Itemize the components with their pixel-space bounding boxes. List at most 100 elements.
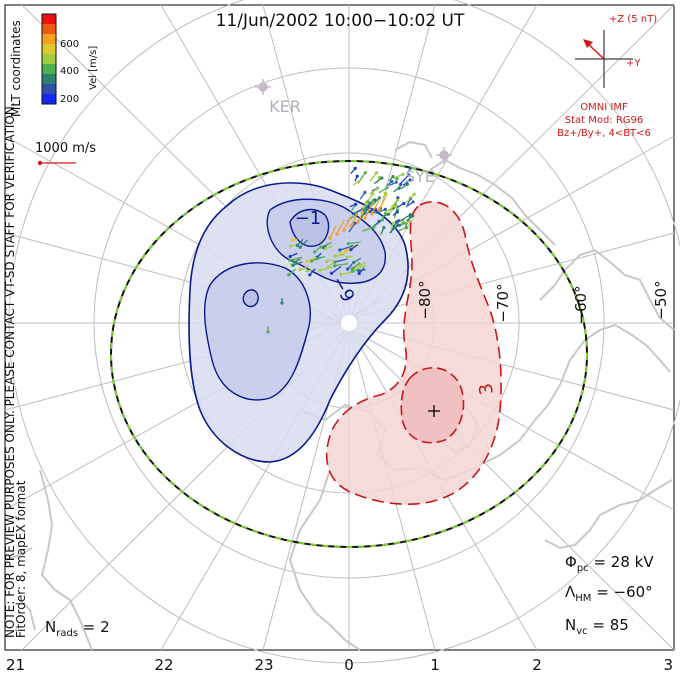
velocity-vector-origin [393, 204, 397, 208]
velocity-vector-origin [365, 206, 369, 211]
positive-cell: 3 [325, 201, 502, 505]
velocity-vector-origin [395, 176, 399, 181]
velocity-vector-origin [308, 273, 312, 277]
stat-n-rads: Nrads = 2 [45, 618, 110, 639]
velocity-vector [399, 174, 410, 185]
velocity-vector [334, 258, 348, 263]
velocity-vector-origin [350, 269, 354, 274]
stat-n-vc: Nvc = 85 [565, 616, 629, 637]
velocity-vector-origin [310, 259, 314, 263]
velocity-vector-origin [351, 266, 355, 271]
velocity-vector [335, 253, 345, 258]
velocity-vector-origin [402, 201, 406, 206]
velocity-vector-origin [412, 192, 416, 196]
velocity-vector-origin [353, 221, 357, 225]
radar-sye: SYE [405, 147, 452, 186]
velocity-vector [292, 261, 303, 267]
velocity-vector [348, 241, 361, 245]
velocity-vector-origin [377, 208, 381, 212]
velocity-vector-origin [385, 186, 389, 190]
velocity-vector-origin [370, 212, 374, 216]
coast-south-islands [544, 479, 673, 549]
velocity-vector [364, 202, 374, 219]
velocity-vector-origin [346, 242, 350, 246]
velocity-vector [393, 173, 404, 179]
imf-title: OMNI IMF [580, 102, 628, 113]
velocity-vector-origin [364, 201, 368, 205]
radar-ker-label: KER [269, 97, 301, 116]
velocity-vector-origin [377, 219, 381, 223]
radar-sye-marker [436, 147, 452, 163]
velocity-vector [350, 212, 359, 227]
velocity-scale: 1000 m/s [35, 141, 96, 166]
velocity-vector-origin [374, 171, 379, 175]
velocity-scale-label: 1000 m/s [35, 141, 96, 156]
stat-lambda-hm: ΛHM = −60° [565, 583, 653, 604]
velocity-vector-origin [396, 198, 400, 202]
lat-label-50: −50° [652, 280, 670, 319]
velocity-vector-origin [335, 232, 339, 236]
colorbar-frame [41, 13, 57, 105]
contour-label-pos-3: 3 [475, 381, 498, 396]
imf-vector [586, 42, 605, 60]
velocity-vector-origin [338, 251, 343, 256]
velocity-vector-origin [380, 176, 384, 180]
velocity-vector [357, 210, 365, 223]
velocity-vector-origin [408, 178, 412, 182]
velocity-vector-origin [353, 202, 358, 206]
velocity-vector-origin [408, 213, 413, 217]
velocity-vector-origin [287, 273, 291, 277]
hmb-green [110, 160, 588, 548]
velocity-vector [336, 219, 345, 235]
map-title: 11/Jun/2002 10:00−10:02 UT [216, 11, 465, 31]
radar-ker-marker [255, 79, 271, 95]
colorbar-tick-600: 600 [60, 39, 79, 50]
velocity-vector-origin [318, 268, 322, 272]
velocity-vector-origin [312, 250, 317, 254]
positive-cell-outer [325, 201, 502, 505]
velocity-vector-origin [408, 219, 412, 223]
velocity-vector-origin [386, 212, 391, 216]
velocity-vector-origin [323, 246, 328, 251]
negative-cell-inner-1 [204, 262, 311, 401]
velocity-vector [404, 193, 415, 204]
pole-marker [341, 315, 357, 331]
coast-north [394, 141, 433, 159]
velocity-vector [384, 205, 396, 213]
velocity-vector [319, 266, 333, 271]
imf-vector-head [583, 39, 593, 48]
stats: Φpc = 28 kV ΛHM = −60° Nvc = 85 Nrads = … [45, 553, 654, 639]
radar-sye-label: SYE [405, 167, 435, 186]
velocity-vector-origin [288, 254, 292, 259]
velocity-vector-origin [355, 174, 359, 178]
velocity-vector [371, 197, 380, 206]
negative-cell: −1 −9 [188, 182, 409, 463]
velocity-vector-origin [326, 265, 330, 269]
mlt-label-0: 0 [344, 656, 354, 674]
velocity-vector-origin [356, 220, 360, 224]
velocity-vector-origin [363, 216, 367, 220]
velocity-vector-origin [382, 226, 386, 230]
radar-ker: KER [255, 79, 301, 116]
velocity-vector-origin [305, 269, 309, 273]
latitude-labels: −80° −70° −60° −50° [416, 280, 670, 324]
hmb-boundary [110, 160, 588, 548]
colorbar-cell [42, 84, 56, 95]
velocity-vector-origin [333, 254, 337, 258]
imf-z-label: +Z (5 nT) [609, 14, 657, 25]
colorbar-cell [42, 14, 56, 25]
velocity-vector [351, 208, 364, 215]
potential-max-plus [428, 405, 440, 417]
velocity-vector-origin [351, 260, 356, 265]
velocity-vector [359, 208, 368, 220]
velocity-vector-origin [325, 259, 329, 264]
velocity-vector-origin [291, 263, 295, 268]
colorbar-cell [42, 64, 56, 75]
velocity-vector-origin [338, 248, 342, 252]
velocity-vector-origin [383, 211, 388, 216]
velocity-vector [311, 256, 322, 262]
velocity-vector-origin [342, 228, 346, 232]
velocity-vector-origin [407, 173, 411, 177]
velocity-vector-origin [305, 259, 309, 264]
colorbar-label: Vel [m/s] [88, 46, 99, 90]
